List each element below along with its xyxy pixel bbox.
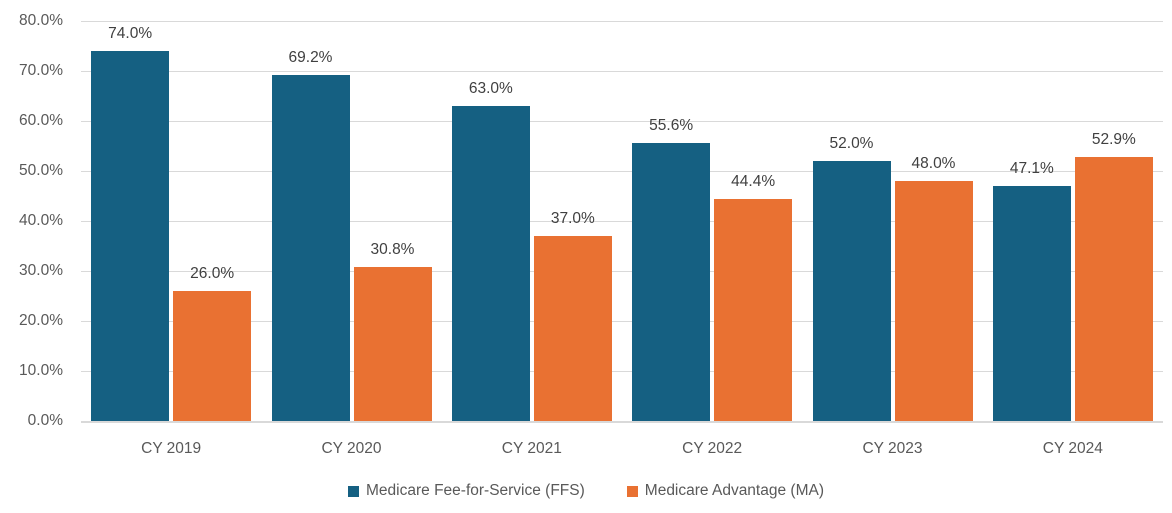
bar-data-label: 47.1% xyxy=(1009,159,1054,177)
bar-data-label: 37.0% xyxy=(550,210,595,227)
x-axis-category-label: CY 2021 xyxy=(501,440,562,457)
bar-ma xyxy=(894,181,973,421)
bar-data-label: 52.9% xyxy=(1091,130,1136,148)
gridline xyxy=(81,70,1163,72)
y-axis-tick-label: 20.0% xyxy=(19,312,63,329)
bar-data-label: 48.0% xyxy=(911,155,956,172)
bar-ma xyxy=(533,236,612,421)
y-axis-tick-label: 30.0% xyxy=(19,262,63,279)
bar-ma xyxy=(173,291,252,421)
y-axis-tick-label: 40.0% xyxy=(19,212,63,229)
gridline xyxy=(81,170,1163,172)
x-axis-category-label: CY 2019 xyxy=(141,440,202,457)
x-axis-category-label: CY 2020 xyxy=(321,440,382,457)
y-axis-tick-label: 10.0% xyxy=(19,362,63,379)
gridline xyxy=(81,220,1163,222)
bar-ma xyxy=(353,267,432,421)
x-axis-category-label: CY 2023 xyxy=(862,440,923,457)
bar-ma xyxy=(714,199,793,421)
bar-data-label: 30.8% xyxy=(370,241,415,258)
bar-data-label: 74.0% xyxy=(108,25,153,42)
bar-ffs xyxy=(91,51,170,421)
bar-ma xyxy=(1074,156,1153,421)
bar-data-label: 55.6% xyxy=(649,117,694,134)
gridline xyxy=(81,320,1163,322)
legend-item-ffs: Medicare Fee-for-Service (FFS) xyxy=(348,482,585,500)
bar-data-label: 69.2% xyxy=(288,49,333,66)
bar-data-label: 52.0% xyxy=(829,135,874,152)
legend-label-ffs: Medicare Fee-for-Service (FFS) xyxy=(366,482,585,499)
bar-ffs xyxy=(632,143,711,421)
bar-data-label: 63.0% xyxy=(468,80,513,97)
legend-marker-ma-icon xyxy=(626,485,638,497)
x-axis-category-label: CY 2024 xyxy=(1042,440,1103,457)
gridline xyxy=(81,370,1163,372)
gridline xyxy=(81,20,1163,22)
bar-data-label: 44.4% xyxy=(731,173,776,190)
y-axis-tick-label: 50.0% xyxy=(19,162,63,179)
bar-data-label: 26.0% xyxy=(190,265,235,282)
bar-ffs xyxy=(451,106,530,421)
legend-label-ma: Medicare Advantage (MA) xyxy=(644,482,824,499)
y-axis-tick-label: 80.0% xyxy=(19,12,63,29)
legend-item-ma: Medicare Advantage (MA) xyxy=(626,482,824,500)
x-axis-line xyxy=(81,421,1163,423)
gridline xyxy=(81,270,1163,272)
y-axis-tick-label: 70.0% xyxy=(19,62,63,79)
legend-marker-ffs-icon xyxy=(348,485,360,497)
bar-ffs xyxy=(992,185,1071,421)
y-axis-tick-label: 0.0% xyxy=(27,412,63,429)
y-axis-tick-label: 60.0% xyxy=(19,112,63,129)
bar-ffs xyxy=(271,75,350,421)
gridline xyxy=(81,120,1163,122)
bar-ffs xyxy=(812,161,891,421)
x-axis-category-label: CY 2022 xyxy=(682,440,743,457)
legend: Medicare Fee-for-Service (FFS) Medicare … xyxy=(0,482,1172,500)
